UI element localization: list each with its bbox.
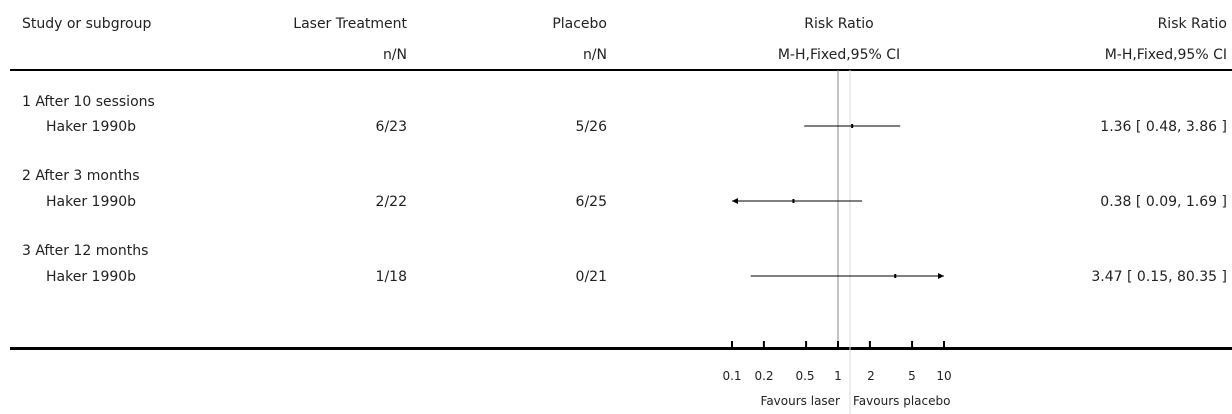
group1-events: 6/23: [375, 119, 407, 135]
tick-label: 0.5: [795, 369, 815, 383]
group1-events: 2/22: [375, 194, 407, 210]
header-plot-label: Risk Ratio: [804, 16, 874, 32]
header-study-label: Study or subgroup: [22, 16, 152, 32]
tick-label: 0.1: [722, 369, 742, 383]
header-rule: [10, 69, 1232, 71]
header-effect-sub: M-H,Fixed,95% CI: [1104, 47, 1227, 63]
tick-label: 10: [936, 369, 952, 383]
tick-label: 2: [867, 369, 875, 383]
header-group2-sub: n/N: [582, 47, 607, 63]
tick-label: 0.2: [754, 369, 774, 383]
study-name: Haker 1990b: [46, 269, 137, 285]
effect-value: 1.36 [ 0.48, 3.86 ]: [1100, 119, 1227, 135]
group2-events: 5/26: [575, 119, 607, 135]
ci-arrow-left: [732, 198, 738, 204]
point-estimate: [851, 124, 854, 128]
effect-value: 0.38 [ 0.09, 1.69 ]: [1100, 194, 1227, 210]
group2-events: 6/25: [575, 194, 607, 210]
header-effect-label: Risk Ratio: [1157, 16, 1227, 32]
group2-events: 0/21: [575, 269, 607, 285]
header-group1-label: Laser Treatment: [293, 16, 407, 32]
effect-value: 3.47 [ 0.15, 80.35 ]: [1091, 269, 1227, 285]
favours-left-label: Favours laser: [760, 394, 840, 408]
subgroup-title: 2 After 3 months: [22, 168, 140, 184]
point-estimate: [792, 199, 795, 203]
study-name: Haker 1990b: [46, 194, 137, 210]
study-name: Haker 1990b: [46, 119, 137, 135]
tick-label: 1: [834, 369, 842, 383]
ci-arrow-right: [938, 273, 944, 279]
subgroup-title: 1 After 10 sessions: [22, 94, 155, 110]
header-group2-label: Placebo: [552, 16, 607, 32]
group1-events: 1/18: [375, 269, 407, 285]
header-group1-sub: n/N: [382, 47, 407, 63]
header-plot-sub: M-H,Fixed,95% CI: [777, 47, 901, 63]
point-estimate: [894, 274, 897, 278]
footer-rule: [10, 347, 1232, 350]
favours-right-label: Favours placebo: [853, 394, 951, 408]
subgroup-title: 3 After 12 months: [22, 243, 149, 259]
tick-label: 5: [908, 369, 916, 383]
